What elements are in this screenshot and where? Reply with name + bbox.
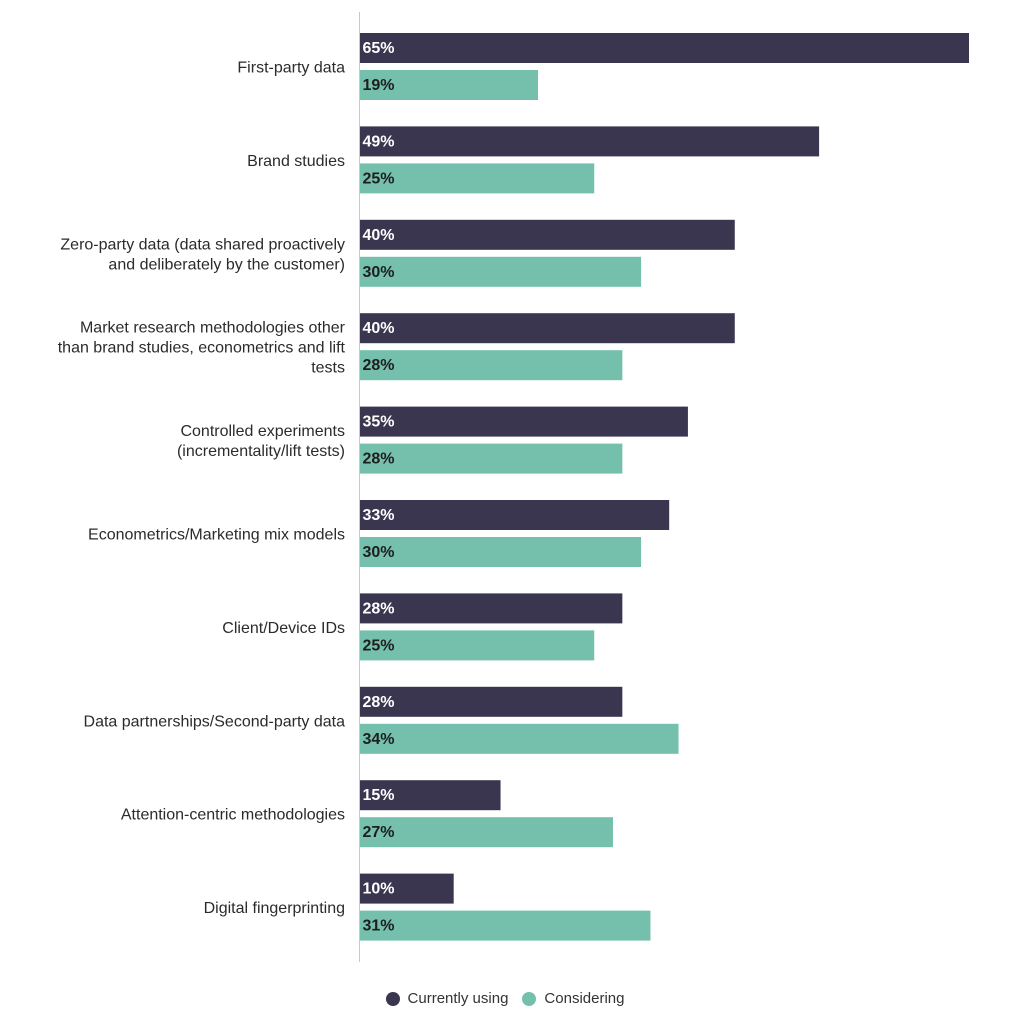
category-label-line: Econometrics/Marketing mix models <box>88 527 345 544</box>
category-label-line: First-party data <box>237 60 345 77</box>
category-label-cat-8: Attention-centric methodologies <box>121 807 345 824</box>
value-label-considering-cat-0: 19% <box>363 77 395 94</box>
value-label-currently-using-cat-7: 28% <box>363 694 395 711</box>
value-label-considering-cat-6: 25% <box>363 637 395 654</box>
chart-legend: Currently using Considering <box>0 990 1010 1007</box>
bar-currently-using-cat-2 <box>360 219 735 250</box>
bar-currently-using-cat-5 <box>360 500 670 530</box>
bar-considering-cat-1 <box>360 163 595 194</box>
category-label-line: (incrementality/lift tests) <box>177 443 345 460</box>
bar-currently-using-cat-0 <box>360 33 969 63</box>
legend-label-considering: Considering <box>544 990 625 1007</box>
category-label-line: Brand studies <box>247 153 345 170</box>
value-label-currently-using-cat-1: 49% <box>363 133 395 150</box>
legend-label-currently-using: Currently using <box>407 990 509 1007</box>
value-label-considering-cat-5: 30% <box>363 544 395 561</box>
value-label-currently-using-cat-0: 65% <box>363 40 395 57</box>
category-label-line: Digital fingerprinting <box>204 900 345 917</box>
bar-considering-cat-7 <box>360 723 679 754</box>
value-label-considering-cat-9: 31% <box>363 918 395 935</box>
bar-considering-cat-0 <box>360 70 539 100</box>
category-label-line: Controlled experiments <box>180 423 345 440</box>
category-label-line: than brand studies, econometrics and lif… <box>58 340 346 357</box>
value-label-considering-cat-4: 28% <box>363 451 395 468</box>
category-label-line: tests <box>311 360 345 377</box>
bar-currently-using-cat-8 <box>360 780 501 811</box>
value-label-currently-using-cat-5: 33% <box>363 507 395 524</box>
bar-currently-using-cat-7 <box>360 686 623 717</box>
category-label-cat-9: Digital fingerprinting <box>204 900 345 917</box>
legend-swatch-currently-using <box>385 991 400 1006</box>
bar-currently-using-cat-9 <box>360 873 454 904</box>
value-label-considering-cat-7: 34% <box>363 731 395 748</box>
value-label-currently-using-cat-3: 40% <box>363 320 395 337</box>
bar-chart: 65% 19% First-party data 49% 25% Brand studie… <box>58 12 969 962</box>
category-label-cat-3: Market research methodologies other than … <box>58 320 346 377</box>
value-label-currently-using-cat-9: 10% <box>363 881 395 898</box>
bar-considering-cat-4 <box>360 443 623 474</box>
bar-considering-cat-6 <box>360 630 595 661</box>
bar-currently-using-cat-4 <box>360 406 688 437</box>
value-label-considering-cat-3: 28% <box>363 357 395 374</box>
category-label-cat-2: Zero-party data (data shared proactively… <box>60 236 345 273</box>
value-label-considering-cat-2: 30% <box>363 264 395 281</box>
category-label-line: Client/Device IDs <box>222 620 345 637</box>
category-label-line: Zero-party data (data shared proactively <box>60 236 345 253</box>
bar-considering-cat-8 <box>360 817 613 848</box>
value-label-currently-using-cat-6: 28% <box>363 600 395 617</box>
category-label-cat-6: Client/Device IDs <box>222 620 345 637</box>
value-label-considering-cat-1: 25% <box>363 170 395 187</box>
value-label-considering-cat-8: 27% <box>363 824 395 841</box>
legend-swatch-considering <box>522 991 537 1006</box>
bar-currently-using-cat-6 <box>360 593 623 624</box>
category-label-cat-0: First-party data <box>237 60 345 77</box>
bar-currently-using-cat-3 <box>360 313 735 344</box>
bar-currently-using-cat-1 <box>360 126 820 157</box>
legend-item-considering[interactable]: Considering <box>522 990 624 1007</box>
category-label-cat-1: Brand studies <box>247 153 345 170</box>
legend-item-currently-using[interactable]: Currently using <box>385 990 509 1007</box>
bar-considering-cat-5 <box>360 537 642 567</box>
bar-considering-cat-9 <box>360 910 651 941</box>
bar-considering-cat-2 <box>360 256 642 287</box>
category-label-cat-7: Data partnerships/Second-party data <box>84 713 346 730</box>
category-label-line: and deliberately by the customer) <box>108 256 345 273</box>
category-label-line: Market research methodologies other <box>80 320 346 337</box>
value-label-currently-using-cat-2: 40% <box>363 227 395 244</box>
bar-considering-cat-3 <box>360 350 623 381</box>
category-label-cat-4: Controlled experiments (incrementality/li… <box>177 423 345 460</box>
category-label-line: Data partnerships/Second-party data <box>84 713 346 730</box>
category-label-line: Attention-centric methodologies <box>121 807 345 824</box>
value-label-currently-using-cat-4: 35% <box>363 414 395 431</box>
value-label-currently-using-cat-8: 15% <box>363 787 395 804</box>
category-label-cat-5: Econometrics/Marketing mix models <box>88 527 345 544</box>
